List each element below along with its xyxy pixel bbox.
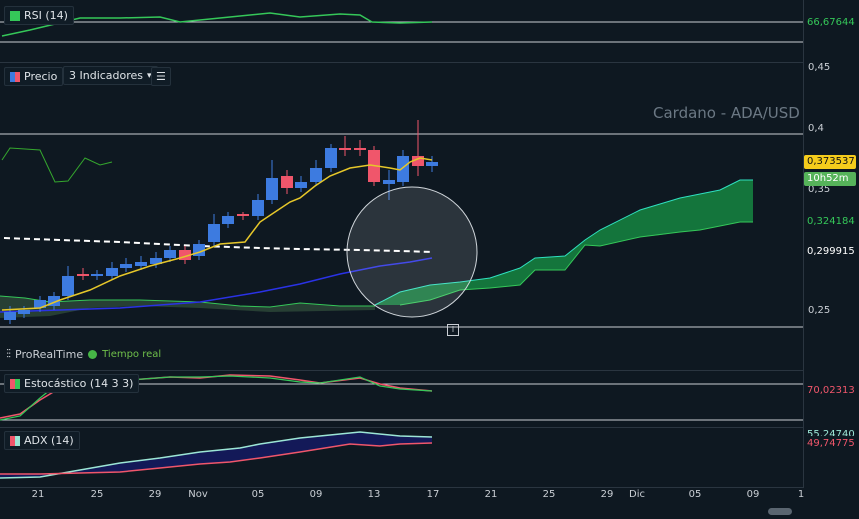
stochastic-label-text: Estocástico (14 3 3): [24, 377, 134, 390]
chart-watermark: Cardano - ADA/USD: [653, 104, 800, 122]
rsi-swatch-icon: [10, 10, 20, 21]
candle-body: [237, 214, 249, 216]
time-axis-label: 25: [542, 489, 556, 500]
indicators-dropdown[interactable]: 3 Indicadores ▾: [63, 66, 158, 85]
cloud-upper-line: [374, 179, 753, 306]
time-axis-label: 29: [148, 489, 162, 500]
candle-body: [222, 216, 234, 224]
adx-fill: [0, 432, 432, 478]
candles-swatch-icon: [10, 71, 20, 82]
candle-body: [412, 156, 424, 166]
candle-body: [339, 148, 351, 150]
candle-body: [4, 312, 16, 320]
lagging-span: [1, 147, 113, 183]
candle-body: [91, 274, 103, 276]
candle-body: [426, 162, 438, 166]
price-axis[interactable]: [803, 0, 859, 488]
blue-moving-average: [0, 257, 433, 313]
candle-body: [325, 148, 337, 168]
candle-body: [208, 224, 220, 242]
time-axis-label: 25: [90, 489, 104, 500]
candle-body: [295, 182, 307, 188]
list-menu-button[interactable]: ☰: [151, 67, 171, 86]
candle-body: [106, 268, 118, 276]
candle-body: [397, 156, 409, 182]
candle-body: [150, 258, 162, 264]
price-label-text: Precio: [24, 70, 58, 83]
stochastic-value-badge: 70,02313: [807, 385, 855, 396]
price-tick: 0,25: [808, 305, 831, 316]
candles-logo-icon: ⫶⫶: [6, 347, 11, 361]
last-price-badge: 0,373537: [804, 155, 856, 169]
candle-body: [310, 168, 322, 182]
time-axis-label: Dic: [629, 489, 645, 500]
price-tick: 0,45: [808, 62, 831, 73]
price-tick: 0,35: [808, 184, 831, 195]
candle-body: [120, 264, 132, 268]
price-tick: 0,4: [808, 123, 824, 134]
time-axis-label: 13: [367, 489, 381, 500]
time-axis-label: 05: [688, 489, 702, 500]
cloud-value-badge: 0,324184: [807, 216, 855, 227]
candle-body: [77, 274, 89, 276]
candle-body: [266, 178, 278, 200]
yellow-moving-average: [1, 157, 433, 311]
adx-label[interactable]: ADX (14): [4, 431, 80, 450]
price-label[interactable]: Precio: [4, 67, 64, 86]
adx-line: [0, 431, 433, 479]
time-axis-label: 09: [309, 489, 323, 500]
di-line: [0, 442, 433, 475]
rsi-label-text: RSI (14): [24, 9, 68, 22]
chart-canvas[interactable]: [0, 0, 803, 488]
candle-body: [62, 276, 74, 296]
panel-divider: [0, 487, 803, 488]
time-axis-label: 05: [251, 489, 265, 500]
panel-divider: [0, 62, 803, 63]
indicators-dropdown-text: 3 Indicadores: [69, 69, 144, 82]
info-icon[interactable]: i: [447, 324, 459, 336]
chevron-down-icon: ▾: [147, 70, 152, 81]
realtime-dot-icon: [88, 350, 98, 359]
adx-value-badge-2: 55,24740: [807, 429, 855, 436]
timer-badge: 10h52m: [804, 172, 856, 186]
adx-value-badge: 49,74775: [807, 438, 855, 449]
rsi-label[interactable]: RSI (14): [4, 6, 74, 25]
ma-value-badge: 0,299915: [807, 246, 855, 257]
candle-body: [354, 148, 366, 150]
time-axis[interactable]: 21 25 29 Nov 05 09 13 17 21 25 29 Dic 05 09 1: [0, 487, 805, 507]
panel-divider: [0, 370, 803, 371]
candle-body: [164, 250, 176, 258]
candle-body: [18, 310, 30, 314]
stochastic-swatch-icon: [10, 378, 20, 389]
brand-bar: ⫶⫶ ProRealTime Tiempo real: [6, 347, 161, 362]
time-axis-label: 29: [600, 489, 614, 500]
candle-body: [383, 180, 395, 184]
adx-label-text: ADX (14): [24, 434, 74, 447]
scrollbar-thumb[interactable]: [768, 508, 792, 515]
list-icon: ☰: [156, 70, 166, 83]
realtime-label: Tiempo real: [102, 349, 162, 360]
time-axis-label: 1: [797, 489, 805, 500]
candle-body: [281, 176, 293, 188]
time-axis-label: 21: [31, 489, 45, 500]
panel-divider: [0, 427, 803, 428]
candle-body: [135, 262, 147, 266]
stochastic-label[interactable]: Estocástico (14 3 3): [4, 374, 140, 393]
candle-body: [48, 296, 60, 306]
time-axis-label: 09: [746, 489, 760, 500]
candle-body: [252, 200, 264, 216]
candle-body: [34, 300, 46, 308]
candle-body: [179, 250, 191, 260]
rsi-value-badge: 66,67644: [807, 17, 855, 28]
left-cloud: [0, 296, 375, 318]
time-axis-label: 21: [484, 489, 498, 500]
adx-swatch-icon: [10, 435, 20, 446]
highlight-circle: [346, 186, 478, 318]
time-axis-label: 17: [426, 489, 440, 500]
brand-name: ProRealTime: [15, 348, 84, 361]
white-moving-average: [3, 237, 433, 253]
time-axis-label: Nov: [188, 489, 208, 500]
ichimoku-cloud: [375, 180, 753, 305]
scrollbar-track[interactable]: [0, 506, 803, 519]
